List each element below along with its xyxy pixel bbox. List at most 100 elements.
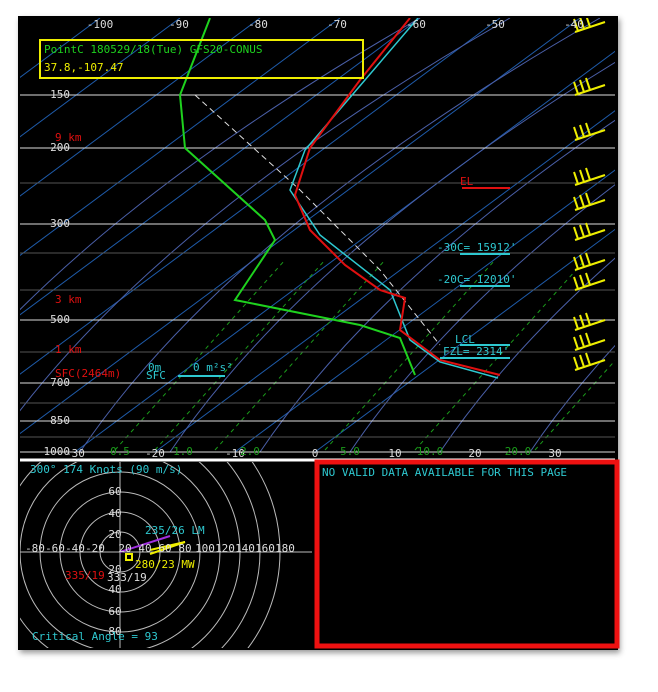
- isotherm: [20, 18, 261, 197]
- label: PointC 180529/18(Tue) GFS20-CONUS: [44, 43, 263, 56]
- wind-barb: [573, 77, 606, 96]
- label: 700: [50, 376, 70, 389]
- isotherm: [20, 18, 581, 435]
- isotherm: [314, 228, 615, 453]
- storm-marker: [125, 553, 133, 561]
- temperature: [293, 18, 501, 376]
- label: 0m: [148, 361, 162, 374]
- label: 500: [50, 313, 70, 326]
- mixing-ratio: [154, 259, 326, 451]
- label: 20.0: [505, 445, 532, 458]
- label: 40: [108, 583, 121, 596]
- wind-barb: [573, 352, 606, 371]
- dry-adiabat: [79, 18, 601, 453]
- hodo-trace: [149, 541, 186, 555]
- mixing-ratio: [114, 259, 286, 451]
- label: -40: [564, 18, 584, 31]
- isotherm: [20, 18, 181, 138]
- label: 60: [108, 605, 121, 618]
- label: 30: [548, 447, 561, 460]
- label: EL: [460, 175, 474, 188]
- label: 20: [118, 542, 131, 555]
- isotherm: [154, 110, 615, 453]
- label: -30: [65, 447, 85, 460]
- label: 20: [108, 563, 121, 576]
- label: 10.0: [417, 445, 444, 458]
- label: 40: [108, 507, 121, 520]
- label: 40: [138, 542, 151, 555]
- dry-adiabat: [620, 18, 658, 452]
- wind-barb: [573, 272, 606, 291]
- label: 280/23 MW: [135, 558, 195, 571]
- label: -10: [225, 447, 245, 460]
- wind-barb: [573, 222, 606, 241]
- label: 180: [275, 542, 295, 555]
- dry-adiabat: [169, 61, 615, 453]
- label: 60: [108, 485, 121, 498]
- label: 333/19: [107, 571, 147, 584]
- label: 10: [388, 447, 401, 460]
- label: -60: [45, 542, 65, 555]
- mixing-ratio: [414, 259, 586, 451]
- title-box: [39, 39, 364, 79]
- isotherm: [74, 50, 615, 453]
- label: -30C= 15912': [437, 241, 516, 254]
- label: SFC(2464m): [55, 367, 121, 380]
- virtual-temp: [289, 18, 499, 379]
- label: -40: [65, 542, 85, 555]
- hodograph: [20, 462, 312, 648]
- isotherm: [20, 18, 341, 257]
- label: 80: [178, 542, 191, 555]
- isotherm: [20, 18, 501, 375]
- labels: -100 -90 -80 -70 -60 -50 -40150200300500700850…: [25, 18, 584, 643]
- dry-adiabat: [20, 18, 511, 412]
- label: 0: [312, 447, 319, 460]
- dry-adiabat: [529, 345, 615, 453]
- label: 37.8,-107.47: [44, 61, 123, 74]
- label: 850: [50, 414, 70, 427]
- mixing-ratio: [214, 259, 386, 451]
- wind-barb: [573, 18, 606, 33]
- label: 0 m²s²: [193, 361, 233, 374]
- isotherm: [234, 169, 615, 453]
- label: 9 km: [55, 131, 82, 144]
- wind-barb: [573, 122, 606, 141]
- label: 80: [108, 625, 121, 638]
- label: 335/19: [65, 569, 105, 582]
- dry-adiabat: [439, 257, 615, 453]
- label: -80: [248, 18, 268, 31]
- label: -20: [85, 542, 105, 555]
- label: 300: [50, 217, 70, 230]
- label: FZL= 2314': [443, 345, 509, 358]
- label: 1000: [44, 445, 71, 458]
- label: LCL: [455, 333, 475, 346]
- label: 120: [215, 542, 235, 555]
- label: NO VALID DATA AVAILABLE FOR THIS PAGE: [322, 466, 567, 479]
- label: 1.0: [173, 445, 193, 458]
- label: -100: [87, 18, 114, 31]
- wind-barb: [573, 252, 606, 271]
- dry-adiabat: [259, 119, 615, 453]
- isotherm: [20, 18, 21, 19]
- dry-adiabat: [349, 184, 615, 453]
- mixing-ratio: [534, 359, 615, 451]
- label: 2.0: [240, 445, 260, 458]
- wind-barb: [573, 332, 606, 351]
- mixing-ratio: [324, 259, 496, 451]
- label: 160: [255, 542, 275, 555]
- storm-vector: [119, 535, 171, 553]
- label: -90: [169, 18, 189, 31]
- isotherm: [20, 18, 421, 316]
- wind-barb: [573, 312, 606, 331]
- info-panel: [314, 459, 620, 649]
- label: 20: [468, 447, 481, 460]
- label: -20C= 12010': [437, 273, 516, 286]
- label: -80: [25, 542, 45, 555]
- label: 100: [195, 542, 215, 555]
- wind-barb: [573, 192, 606, 211]
- label: 200: [50, 141, 70, 154]
- label: 20: [108, 528, 121, 541]
- wind-barb: [573, 167, 606, 186]
- label: 1 km: [55, 343, 82, 356]
- label: Critical Angle = 93: [32, 630, 158, 643]
